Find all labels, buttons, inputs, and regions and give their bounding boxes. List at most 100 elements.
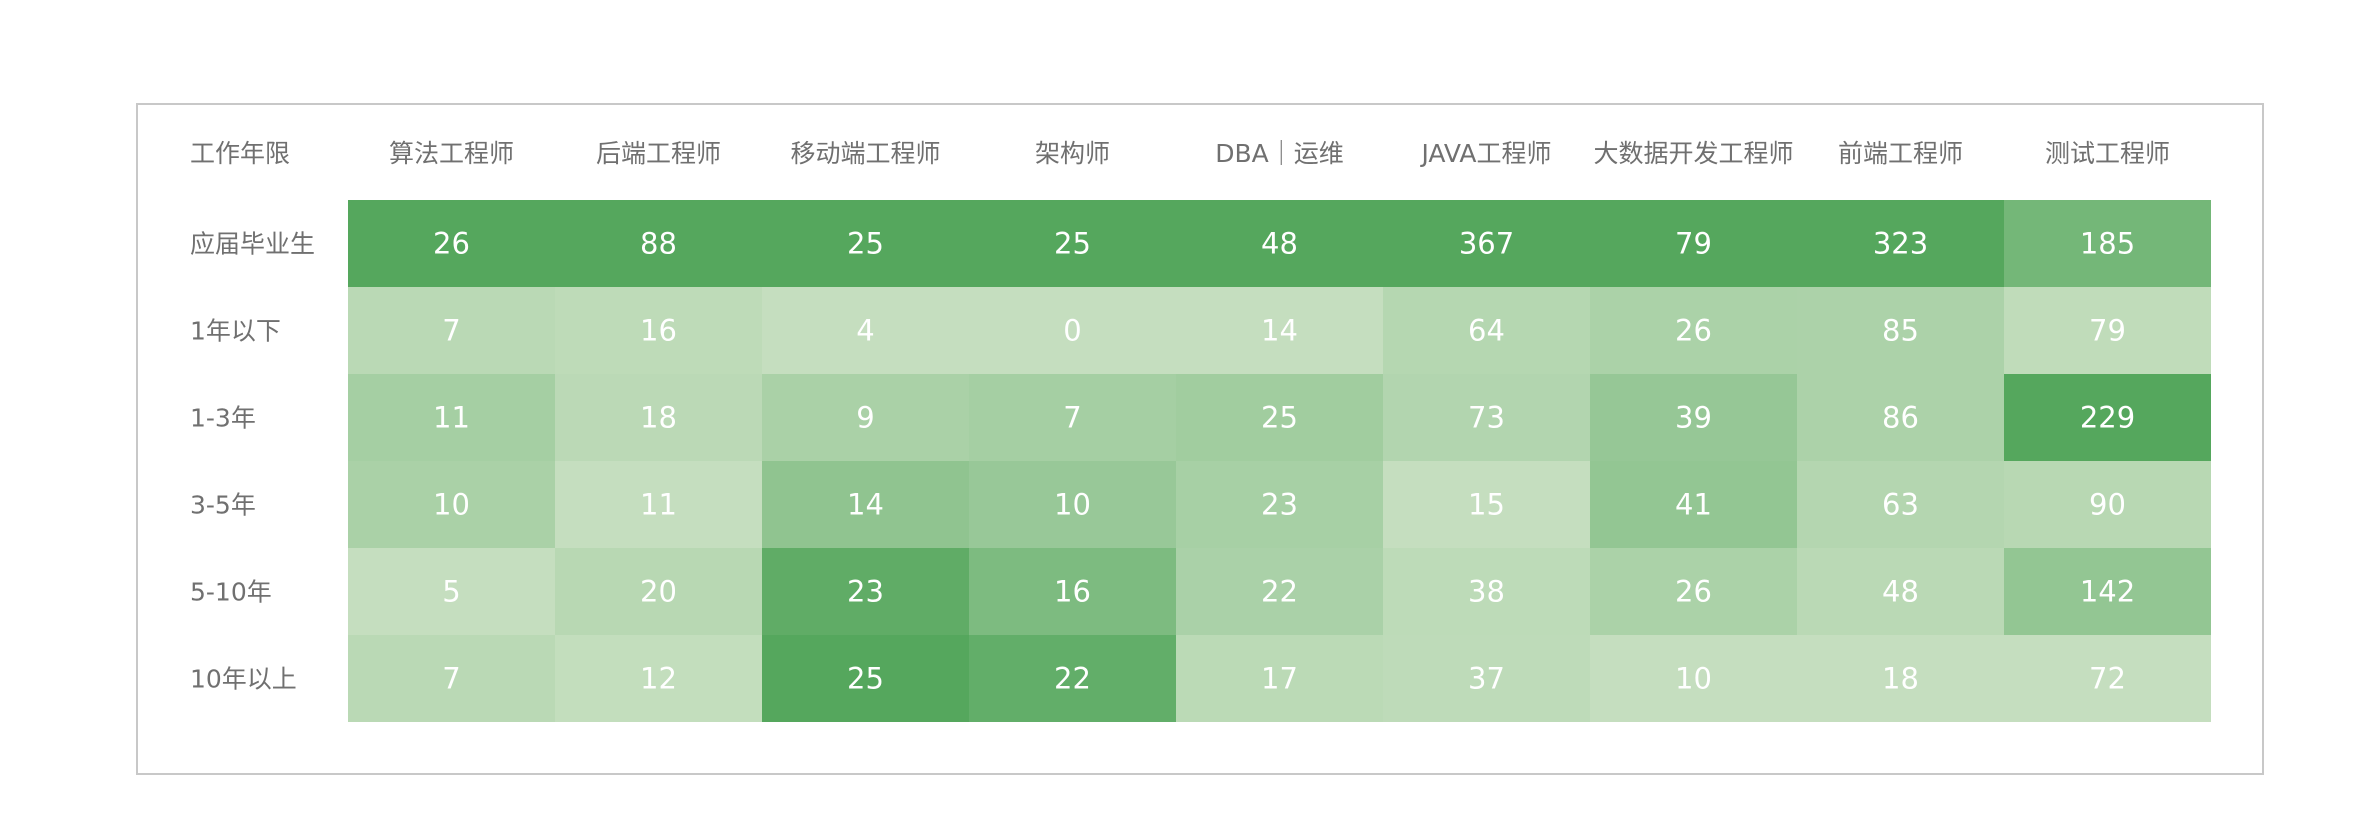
heatmap-cell bbox=[348, 548, 555, 635]
cell-value: 38 bbox=[1468, 575, 1505, 609]
cell-value: 22 bbox=[1054, 662, 1091, 696]
cell-value: 23 bbox=[847, 575, 884, 609]
row-labels: 应届毕业生 1年以下 1-3年 3-5年 5-10年 10年以上 bbox=[190, 230, 315, 694]
heatmap-cell bbox=[1176, 374, 1383, 461]
heatmap-cell bbox=[555, 461, 762, 548]
heatmap-cell bbox=[762, 461, 969, 548]
heatmap-cell bbox=[1590, 374, 1797, 461]
cell-value: 185 bbox=[2080, 227, 2135, 261]
cell-value: 5 bbox=[442, 575, 460, 609]
cell-value: 142 bbox=[2080, 575, 2135, 609]
corner-label: 工作年限 bbox=[190, 139, 290, 168]
heatmap-cell bbox=[969, 374, 1176, 461]
heatmap-cell bbox=[1590, 287, 1797, 374]
heatmap-cell bbox=[969, 548, 1176, 635]
heatmap-cell bbox=[1176, 287, 1383, 374]
cell-value: 18 bbox=[640, 401, 677, 435]
cell-value: 25 bbox=[1054, 227, 1091, 261]
cell-value: 10 bbox=[433, 488, 470, 522]
heatmap-cell bbox=[1590, 200, 1797, 287]
heatmap-cell bbox=[762, 635, 969, 722]
cell-value: 73 bbox=[1468, 401, 1505, 435]
row-label: 1年以下 bbox=[190, 317, 281, 346]
chart-frame bbox=[136, 103, 2264, 775]
heatmap-cell bbox=[1797, 287, 2004, 374]
heatmap-cell bbox=[2004, 287, 2211, 374]
row-label: 5-10年 bbox=[190, 578, 272, 607]
heatmap-cell bbox=[969, 461, 1176, 548]
cell-value: 85 bbox=[1882, 314, 1919, 348]
heatmap-cell bbox=[1176, 635, 1383, 722]
cell-value: 0 bbox=[1063, 314, 1081, 348]
column-header: 架构师 bbox=[1035, 139, 1110, 168]
cell-value: 48 bbox=[1261, 227, 1298, 261]
heatmap-cell bbox=[762, 287, 969, 374]
column-header: 前端工程师 bbox=[1838, 139, 1963, 168]
cell-value: 25 bbox=[847, 227, 884, 261]
heatmap-cell bbox=[1797, 374, 2004, 461]
row-label: 1-3年 bbox=[190, 404, 256, 433]
cell-value: 7 bbox=[442, 662, 460, 696]
heatmap-cell bbox=[969, 287, 1176, 374]
cell-value: 229 bbox=[2080, 401, 2135, 435]
heatmap-cell bbox=[348, 635, 555, 722]
column-header: 后端工程师 bbox=[596, 139, 721, 168]
heatmap-cell bbox=[1176, 461, 1383, 548]
cell-value: 14 bbox=[847, 488, 884, 522]
heatmap-cell bbox=[762, 548, 969, 635]
cell-value: 48 bbox=[1882, 575, 1919, 609]
column-header: JAVA工程师 bbox=[1419, 139, 1551, 168]
cell-value: 14 bbox=[1261, 314, 1298, 348]
heatmap-cell bbox=[1383, 635, 1590, 722]
cell-value: 63 bbox=[1882, 488, 1919, 522]
cell-value: 41 bbox=[1675, 488, 1712, 522]
cell-value: 323 bbox=[1873, 227, 1928, 261]
cell-value: 10 bbox=[1675, 662, 1712, 696]
heatmap-cell bbox=[1383, 200, 1590, 287]
cell-value: 367 bbox=[1459, 227, 1514, 261]
cell-value: 16 bbox=[640, 314, 677, 348]
row-label: 3-5年 bbox=[190, 491, 256, 520]
heatmap-cell bbox=[1590, 461, 1797, 548]
heatmap-cell bbox=[2004, 374, 2211, 461]
column-header: 算法工程师 bbox=[389, 139, 514, 168]
row-label: 10年以上 bbox=[190, 665, 297, 694]
cell-value: 18 bbox=[1882, 662, 1919, 696]
cell-value: 17 bbox=[1261, 662, 1298, 696]
heatmap-cell bbox=[1383, 548, 1590, 635]
heatmap-cell bbox=[2004, 635, 2211, 722]
cell-value: 7 bbox=[1063, 401, 1081, 435]
cell-value: 15 bbox=[1468, 488, 1505, 522]
heatmap-cell bbox=[555, 287, 762, 374]
heatmap-cell bbox=[348, 461, 555, 548]
cell-value: 26 bbox=[1675, 575, 1712, 609]
cell-value: 7 bbox=[442, 314, 460, 348]
heatmap-cell bbox=[1797, 635, 2004, 722]
cell-value: 20 bbox=[640, 575, 677, 609]
heatmap-cell bbox=[2004, 461, 2211, 548]
cell-value: 86 bbox=[1882, 401, 1919, 435]
heatmap-cell bbox=[348, 200, 555, 287]
heatmap-cell bbox=[1590, 635, 1797, 722]
heatmap-cell bbox=[762, 374, 969, 461]
cell-value: 26 bbox=[1675, 314, 1712, 348]
cell-value: 39 bbox=[1675, 401, 1712, 435]
cell-value: 4 bbox=[856, 314, 874, 348]
cell-value: 37 bbox=[1468, 662, 1505, 696]
row-label: 应届毕业生 bbox=[190, 230, 315, 259]
cell-value: 11 bbox=[640, 488, 677, 522]
heatmap-cell bbox=[1176, 200, 1383, 287]
cell-value: 11 bbox=[433, 401, 470, 435]
cell-value: 16 bbox=[1054, 575, 1091, 609]
header-row: 工作年限 算法工程师 后端工程师 移动端工程师 架构师 DBA｜运维 JAVA工程师 大数据… bbox=[190, 139, 2170, 168]
cell-value: 88 bbox=[640, 227, 677, 261]
heatmap-cells: 26 7 11 10 5 7 88 16 18 11 20 12 25 4 9 14 23 25 25 0 7 10 16 2… bbox=[348, 200, 2211, 722]
heatmap-cell bbox=[1797, 548, 2004, 635]
cell-value: 79 bbox=[1675, 227, 1712, 261]
cell-value: 25 bbox=[847, 662, 884, 696]
column-header: 移动端工程师 bbox=[790, 139, 940, 168]
cell-value: 64 bbox=[1468, 314, 1505, 348]
heatmap-cell bbox=[348, 287, 555, 374]
cell-value: 79 bbox=[2089, 314, 2126, 348]
